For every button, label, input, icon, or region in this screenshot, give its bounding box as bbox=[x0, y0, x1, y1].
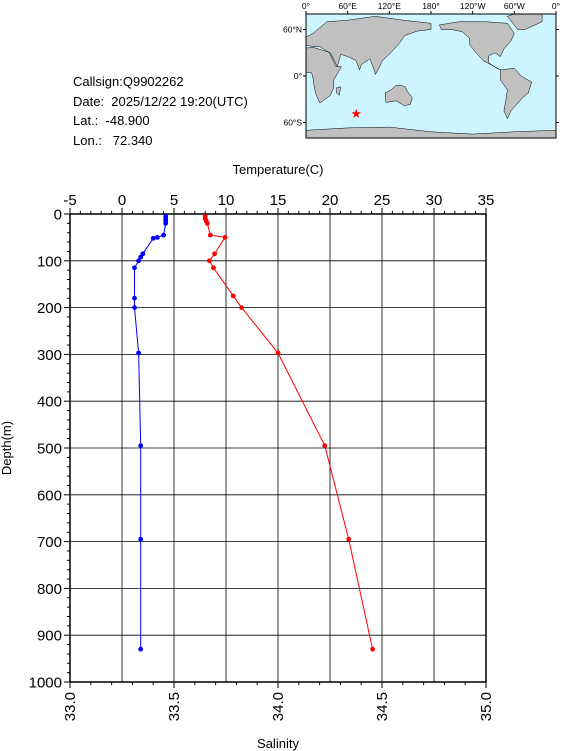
salinity-point bbox=[138, 443, 144, 449]
salinity-tick-label: 34.5 bbox=[374, 692, 391, 721]
map-lon-label: 60°E bbox=[338, 1, 357, 11]
map-lon-label: 180° bbox=[422, 1, 440, 11]
temperature-tick-label: 35 bbox=[478, 192, 495, 209]
depth-tick-label: 900 bbox=[37, 628, 62, 645]
map-lon-label: 0° bbox=[302, 1, 310, 11]
float-metadata: Callsign:Q9902262 Date: 2025/12/22 19:20… bbox=[73, 72, 248, 150]
temperature-tick-label: 20 bbox=[322, 192, 339, 209]
salinity-point bbox=[132, 305, 137, 310]
depth-tick-label: 0 bbox=[54, 207, 62, 224]
map-lon-label: 0° bbox=[552, 1, 560, 11]
temperature-point bbox=[222, 235, 228, 240]
temperature-tick-label: -5 bbox=[63, 192, 76, 209]
float-location-star bbox=[351, 108, 361, 118]
temperature-tick-label: 10 bbox=[218, 192, 235, 209]
temperature-tick-label: 0 bbox=[118, 192, 126, 209]
latitude-text: Lat.: -48.900 bbox=[73, 113, 150, 128]
salinity-point bbox=[150, 235, 156, 241]
temperature-point bbox=[230, 293, 236, 299]
temperature-point bbox=[370, 646, 375, 652]
madagascar-land bbox=[336, 86, 342, 96]
temperature-point bbox=[207, 258, 212, 264]
salinity-tick-label: 33.5 bbox=[166, 692, 183, 721]
salinity-point bbox=[163, 221, 169, 226]
salinity-axis-title: Salinity bbox=[257, 736, 299, 751]
salinity-point bbox=[136, 258, 142, 264]
south-america-land bbox=[500, 68, 532, 120]
temperature-point bbox=[208, 232, 213, 238]
temperature-point bbox=[275, 350, 281, 356]
salinity-point bbox=[136, 350, 142, 356]
salinity-point bbox=[155, 235, 160, 240]
africa-land bbox=[305, 47, 342, 104]
temperature-tick-label: 30 bbox=[426, 192, 443, 209]
north-america-land bbox=[438, 21, 515, 71]
map-lon-label: 120°W bbox=[460, 1, 486, 11]
salinity-tick-label: 34.0 bbox=[270, 692, 287, 721]
depth-tick-label: 700 bbox=[37, 534, 62, 551]
depth-tick-label: 400 bbox=[37, 394, 62, 411]
temperature-point bbox=[239, 305, 245, 310]
depth-tick-label: 600 bbox=[37, 487, 62, 504]
salinity-point bbox=[132, 295, 137, 301]
depth-tick-label: 500 bbox=[37, 441, 62, 458]
depth-tick-label: 200 bbox=[37, 300, 62, 317]
depth-tick-label: 1000 bbox=[29, 675, 62, 692]
eurasia-land bbox=[305, 16, 432, 76]
temperature-profile-line bbox=[204, 216, 374, 650]
salinity-point bbox=[138, 254, 144, 260]
temperature-point bbox=[212, 251, 218, 257]
location-map: 0° 60°E 120°E 180° 120°W 60°W 0° 60°N 0° 60°S bbox=[283, 1, 560, 139]
longitude-text: Lon.: 72.340 bbox=[73, 132, 153, 148]
temperature-axis-title: Temperature(C) bbox=[232, 162, 323, 177]
australia-land bbox=[384, 85, 413, 106]
map-lat-label: 60°N bbox=[283, 25, 302, 35]
temperature-point bbox=[211, 265, 216, 271]
depth-tick-label: 800 bbox=[37, 581, 62, 598]
temperature-tick-label: 5 bbox=[170, 192, 178, 209]
temperature-point bbox=[322, 443, 328, 449]
temperature-tick-label: 25 bbox=[374, 192, 391, 209]
map-lat-label: 60°S bbox=[283, 118, 302, 128]
map-lon-label: 120°E bbox=[378, 1, 402, 11]
salinity-point bbox=[132, 265, 137, 271]
temperature-point bbox=[204, 221, 210, 226]
salinity-profile-line bbox=[134, 216, 167, 650]
depth-tick-label: 100 bbox=[37, 253, 62, 270]
salinity-point bbox=[161, 232, 167, 238]
salinity-point bbox=[138, 536, 144, 542]
temperature-point bbox=[346, 536, 352, 542]
depth-axis-title: Depth(m) bbox=[0, 421, 14, 475]
temperature-tick-label: 15 bbox=[270, 192, 287, 209]
depth-tick-label: 300 bbox=[37, 347, 62, 364]
salinity-point bbox=[138, 646, 144, 652]
map-lon-label: 60°W bbox=[504, 1, 525, 11]
salinity-tick-label: 35.0 bbox=[478, 692, 495, 721]
map-lat-label: 0° bbox=[294, 71, 302, 81]
callsign-text: Callsign:Q9902262 bbox=[73, 74, 184, 89]
date-text: Date: 2025/12/22 19:20(UTC) bbox=[73, 93, 248, 109]
salinity-tick-label: 33.0 bbox=[62, 692, 79, 721]
